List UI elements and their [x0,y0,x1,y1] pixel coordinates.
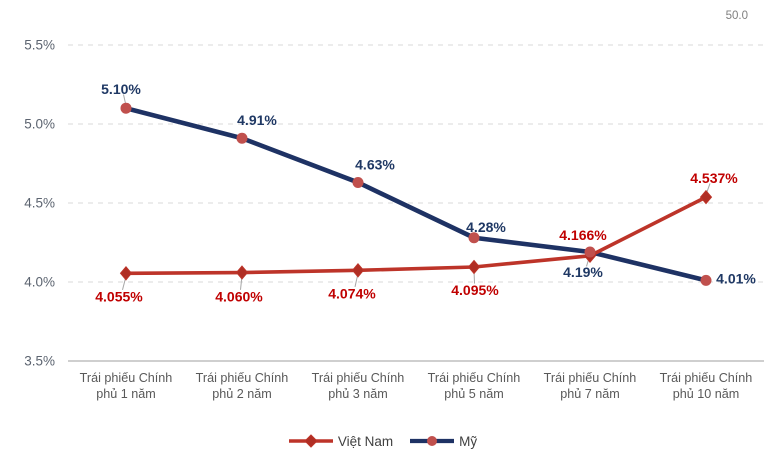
y-axis-tick-label: 4.5% [24,196,55,211]
secondary-axis-label: 50.0 [725,10,748,22]
data-point-value-label-viet-nam: 4.060% [215,289,263,305]
data-point-value-label-viet-nam: 4.074% [328,285,376,301]
data-point-value-label-viet-nam: 4.166% [559,227,607,243]
series-line-viet-nam [124,195,708,276]
series-line-my [123,105,709,283]
y-axis-tick-label: 5.0% [24,117,55,132]
data-point-value-label-my: 4.91% [237,112,277,128]
data-point-value-label-my: 5.10% [101,81,141,97]
data-point-value-label-my: 4.28% [466,219,506,235]
data-point-my[interactable] [120,102,132,114]
legend-diamond-icon [304,434,318,448]
data-point-viet-nam[interactable] [235,265,249,280]
data-point-value-label-my: 4.01% [716,270,756,286]
data-point-my[interactable] [700,274,712,286]
y-axis-tick-label: 3.5% [24,354,55,369]
legend-line-diamond-icon [288,434,333,448]
data-point-viet-nam[interactable] [119,266,133,281]
legend-label-my: Mỹ [459,433,478,449]
data-point-value-label-viet-nam: 4.537% [690,170,738,186]
data-point-value-label-viet-nam: 4.095% [451,282,499,298]
x-axis-category-label: Trái phiếu Chính phủ 3 năm [312,371,405,401]
x-axis-category-label: Trái phiếu Chính phủ 10 năm [660,371,753,401]
data-point-viet-nam[interactable] [467,259,481,275]
x-axis-category-label: Trái phiếu Chính phủ 5 năm [428,371,521,401]
data-point-value-label-viet-nam: 4.055% [95,288,143,304]
legend-item-my[interactable]: Mỹ [409,434,477,449]
data-point-my[interactable] [236,132,248,144]
legend-line-circle-icon [410,436,455,446]
label-leader-line [123,94,126,104]
x-axis-category-label: Trái phiếu Chính phủ 2 năm [196,371,289,401]
data-point-value-label-my: 4.19% [563,264,603,280]
label-leader-line [706,183,711,193]
x-axis-category-label: Trái phiếu Chính phủ 7 năm [544,371,637,401]
data-point-my[interactable] [584,246,596,258]
legend-circle-icon [427,436,438,446]
data-point-my[interactable] [468,232,480,244]
data-point-my[interactable] [352,176,364,188]
data-point-viet-nam[interactable] [351,263,365,278]
y-axis-tick-label: 4.0% [24,275,55,290]
data-point-value-label-my: 4.63% [355,156,395,172]
chart-plot-area: 5.5% 5.0% 4.5% 4.0% 3.5% Trái phiếu Chính phủ … [24,38,764,401]
legend: Việt Nam Mỹ [0,429,765,453]
label-leader-line [240,278,243,290]
label-leader-line [122,278,126,290]
legend-item-viet-nam[interactable]: Việt Nam [288,434,393,449]
x-axis-category-label: Trái phiếu Chính phủ 1 năm [80,371,173,401]
legend-label-viet-nam: Việt Nam [337,433,394,449]
label-leader-line [354,275,358,287]
y-axis-tick-label: 5.5% [24,38,55,53]
data-point-viet-nam[interactable] [699,189,713,205]
